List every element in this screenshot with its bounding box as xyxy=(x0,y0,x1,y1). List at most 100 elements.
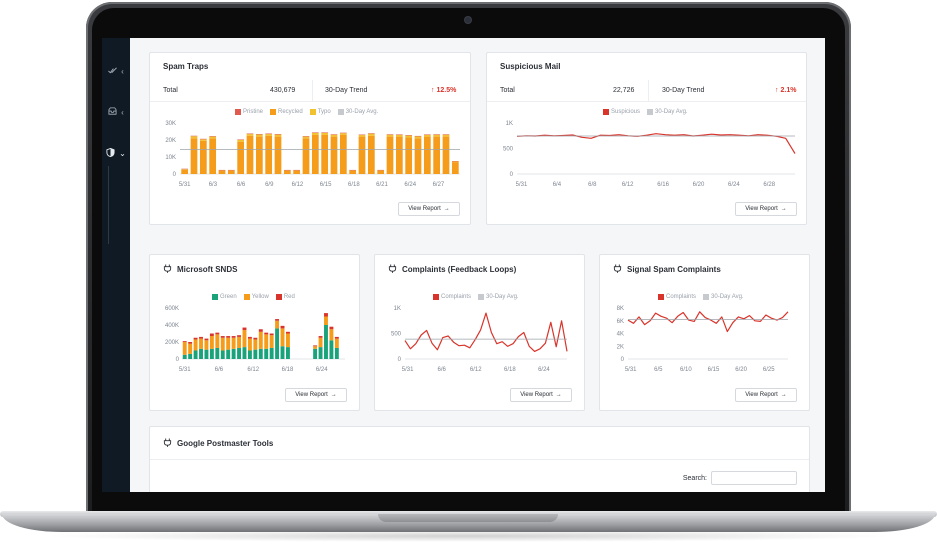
bar-segment xyxy=(442,136,450,174)
bar-segment xyxy=(246,133,254,135)
bar-segment xyxy=(318,336,323,338)
stat-row: Total 22,726 30-Day Trend ↑ 2.1% xyxy=(487,80,806,102)
x-tick-label: 5/31 xyxy=(516,182,528,188)
sidebar-item-inbox[interactable]: ‹ xyxy=(102,105,130,119)
bar-segment xyxy=(274,134,282,135)
search-area: Search: xyxy=(683,471,797,485)
bar-segment xyxy=(313,346,318,349)
x-tick-label: 6/12 xyxy=(247,367,259,373)
sidebar-item-deliverability[interactable]: ‹ xyxy=(102,64,130,78)
bar-segment xyxy=(329,329,334,341)
bar-segment xyxy=(324,313,328,317)
bar-segment xyxy=(199,336,203,339)
bar-segment xyxy=(193,337,198,340)
bar-segment xyxy=(283,169,291,171)
laptop-base xyxy=(2,514,935,532)
bar-segment xyxy=(275,320,280,329)
bar-segment xyxy=(330,136,338,174)
bar-segment xyxy=(237,141,245,174)
x-tick-label: 6/15 xyxy=(708,367,720,373)
bar-segment xyxy=(313,348,318,359)
bar-segment xyxy=(226,336,231,338)
bar-segment xyxy=(209,348,214,359)
spam-traps-card: Spam Traps Total 430,679 30-Day Trend ↑ 1… xyxy=(149,52,471,225)
y-tick-label: 0 xyxy=(398,357,402,363)
bar-segment xyxy=(442,134,450,137)
legend-item: 30-Day Avg. xyxy=(703,294,744,300)
bar-segment xyxy=(209,136,217,137)
y-tick-label: 0 xyxy=(510,172,514,178)
arrow-up-icon: ↑ xyxy=(775,87,779,94)
bar-segment xyxy=(367,133,375,136)
bar-segment xyxy=(247,336,252,339)
x-tick-label: 6/18 xyxy=(282,367,294,373)
y-tick-label: 10K xyxy=(165,155,176,161)
bar-segment xyxy=(253,339,258,350)
bar-segment xyxy=(318,337,323,348)
x-tick-label: 6/18 xyxy=(348,182,360,188)
bar-segment xyxy=(227,169,235,171)
x-tick-label: 5/31 xyxy=(179,182,191,188)
bar-segment xyxy=(280,346,285,359)
view-report-button[interactable]: View Report → xyxy=(510,388,572,402)
total-label: Total xyxy=(500,87,515,94)
search-input[interactable] xyxy=(711,471,797,485)
bar-segment xyxy=(269,333,274,336)
laptop-shadow xyxy=(40,530,897,542)
bar-segment xyxy=(423,136,431,174)
y-tick-label: 8K xyxy=(617,306,624,312)
inbox-icon xyxy=(108,106,117,118)
y-tick-label: 400K xyxy=(165,323,179,329)
chevron-left-icon: ‹ xyxy=(121,66,124,76)
x-tick-label: 6/16 xyxy=(657,182,669,188)
bar-segment xyxy=(433,136,441,174)
suspicious-mail-card: Suspicious Mail Total 22,726 30-Day Tren… xyxy=(486,52,807,225)
bar-segment xyxy=(218,169,226,171)
bar-segment xyxy=(269,347,274,359)
bar-segment xyxy=(433,134,441,137)
bar-segment xyxy=(209,136,217,139)
bar-segment xyxy=(255,136,263,174)
bar-segment xyxy=(451,161,459,162)
bar-segment xyxy=(275,319,280,321)
bar-segment xyxy=(253,337,258,340)
signal-spam-chart: 8K 6K 4K 2K 05/31 6/5 6/10 6/15 6/20 6/25 xyxy=(617,306,789,373)
bar-segment xyxy=(204,338,209,341)
stat-divider xyxy=(648,80,649,101)
trend-label: 30-Day Trend xyxy=(325,87,368,94)
bar-segment xyxy=(451,161,459,163)
bar-segment xyxy=(423,134,431,135)
legend-item: Typo xyxy=(309,109,331,115)
sidebar-item-protection[interactable]: ⌄ xyxy=(102,146,130,160)
bar-segment xyxy=(358,135,366,137)
bar-segment xyxy=(220,350,225,359)
card-divider xyxy=(150,459,809,460)
chart-legend: Complaints 30-Day Avg. xyxy=(658,294,744,300)
bar-segment xyxy=(386,134,394,137)
bar-segment xyxy=(182,342,187,355)
bar-segment xyxy=(220,337,225,351)
bar-segment xyxy=(280,328,285,347)
card-title: Signal Spam Complaints xyxy=(613,264,721,275)
bar-segment xyxy=(330,134,338,135)
view-report-button[interactable]: View Report → xyxy=(398,202,460,216)
bar-segment xyxy=(293,169,301,171)
x-tick-label: 6/24 xyxy=(404,182,416,188)
y-tick-label: 500 xyxy=(503,147,514,153)
bar-segment xyxy=(215,334,220,348)
view-report-button[interactable]: View Report → xyxy=(735,202,797,216)
x-tick-label: 6/4 xyxy=(553,182,562,188)
bar-segment xyxy=(280,325,285,329)
x-tick-label: 5/31 xyxy=(179,367,191,373)
view-report-button[interactable]: View Report → xyxy=(285,388,347,402)
bar-segment xyxy=(377,169,385,171)
stat-divider xyxy=(312,80,313,101)
view-report-button[interactable]: View Report → xyxy=(735,388,797,402)
bar-segment xyxy=(209,336,214,349)
x-tick-label: 6/9 xyxy=(265,182,274,188)
series-line xyxy=(404,312,568,353)
arrow-right-icon: → xyxy=(780,392,787,398)
x-tick-label: 6/15 xyxy=(320,182,332,188)
bar-segment xyxy=(188,342,193,344)
bar-segment xyxy=(188,343,193,354)
